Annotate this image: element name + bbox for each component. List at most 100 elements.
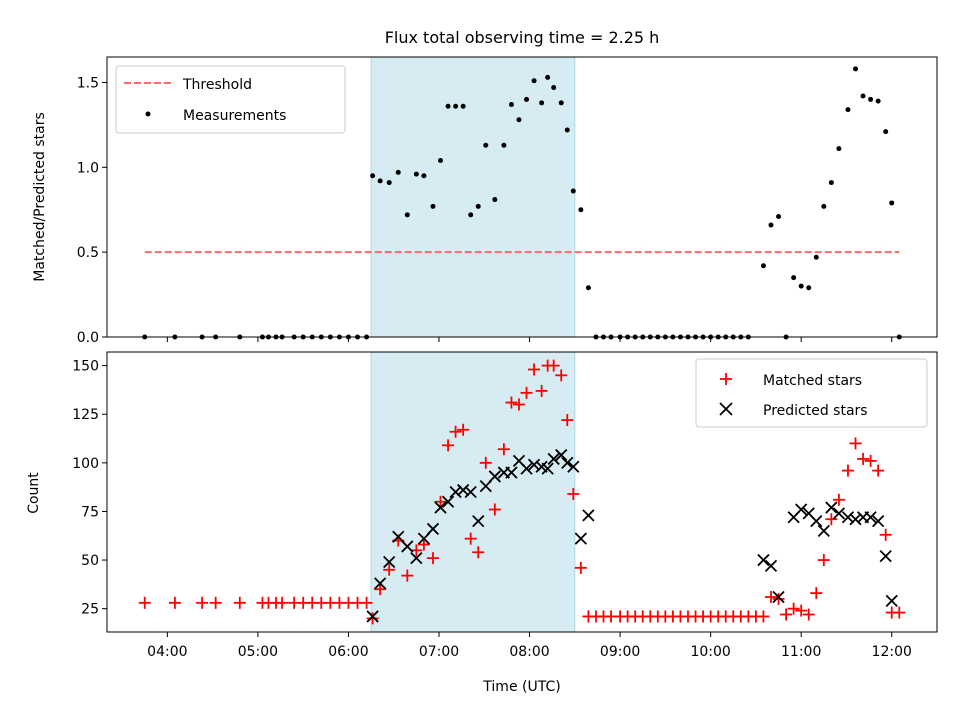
x-tick-label: 10:00 [690, 644, 730, 660]
predicted-point-b [392, 530, 405, 543]
matched-point [464, 532, 477, 545]
predicted-point-b [825, 501, 838, 514]
measurement-point [889, 200, 895, 206]
predicted-point [383, 555, 396, 569]
predicted-point-b [810, 515, 823, 528]
predicted-point [810, 515, 823, 528]
measurements-legend-swatch [145, 111, 151, 117]
measurement-point [570, 188, 576, 194]
predicted-point [464, 485, 477, 499]
predicted-point-b [561, 456, 574, 469]
highlight-span-top [370, 56, 576, 338]
measurement-point [545, 74, 551, 80]
matched-point [512, 398, 525, 411]
matched-point [825, 513, 838, 526]
measurement-point [453, 103, 459, 109]
measurement-point [501, 142, 507, 148]
measurement-point [524, 96, 530, 102]
predicted-point-b [383, 555, 396, 569]
top-y-tick-label: 1.5 [77, 75, 99, 91]
predicted-point [561, 456, 574, 469]
matched-point [893, 606, 906, 619]
matched-point [567, 487, 580, 500]
matched-point [765, 591, 777, 603]
measurement-point [845, 107, 851, 113]
predicted-point [872, 515, 885, 528]
predicted-point [567, 460, 580, 473]
predicted-point-b [574, 532, 587, 545]
predicted-point [879, 550, 892, 563]
predicted-point-b [841, 511, 855, 524]
top-legend-box [115, 65, 346, 134]
measurement-point [791, 275, 797, 281]
predicted-point-b [417, 532, 431, 545]
predicted-point [434, 501, 447, 514]
predicted-point [449, 485, 462, 499]
measurement-point [395, 169, 401, 175]
measurement-point [760, 263, 766, 269]
measurement-point [806, 285, 812, 291]
predicted-point-b [879, 550, 892, 563]
measurement-point [551, 85, 557, 91]
predicted-point-b [757, 553, 770, 567]
predicted-point [401, 540, 414, 553]
predicted-point-b [832, 507, 846, 520]
matched-point [547, 359, 560, 372]
x-tick-label: 11:00 [781, 644, 821, 660]
measurement-point [421, 173, 427, 179]
predicted-point-b [864, 511, 877, 524]
matched-point [879, 528, 892, 541]
matched-point [757, 610, 770, 623]
top-axes-frame [106, 56, 938, 338]
predicted-point-b [541, 462, 554, 475]
measurement-point [516, 117, 522, 123]
measurement-point [404, 212, 410, 218]
matched-point [520, 386, 533, 399]
measurement-point [370, 173, 376, 179]
predicted-point [392, 530, 405, 543]
predicted-point-b [802, 507, 815, 520]
predicted-legend-label: Predicted stars [763, 403, 868, 419]
predicted-point [764, 559, 778, 573]
matched-point [841, 464, 854, 477]
predicted-point [547, 452, 560, 466]
bottom-x-ticks: 04:00 05:00 06:00 07:00 08:00 09:00 10:00 11:00… [147, 632, 912, 660]
bottom-legend-box [695, 358, 928, 428]
bottom-y-tick-label: 50 [81, 553, 99, 569]
top-y-ticks: 0.0 0.5 1.0 1.5 [77, 75, 107, 346]
x-tick-label: 08:00 [509, 644, 549, 660]
measurement-point [468, 212, 474, 218]
predicted-point [520, 462, 533, 475]
measurement-point [492, 197, 498, 203]
measurement-point [821, 203, 827, 209]
measurement-point [413, 171, 419, 177]
measurement-point [430, 203, 436, 209]
matched-point [528, 363, 541, 376]
top-y-tick-label: 0.0 [77, 330, 99, 346]
predicted-point-b [366, 610, 379, 623]
predicted-point [410, 551, 423, 565]
matched-point [795, 604, 808, 617]
matched-point [472, 546, 485, 559]
count-panel: 25 50 75 100 125 150 04:00 05:00 06:00 07:00 08:0… [26, 351, 938, 695]
predicted-point [849, 513, 862, 526]
predicted-point [555, 448, 568, 462]
predicted-point [825, 501, 838, 514]
matched-point [810, 587, 823, 600]
measurement-point [836, 146, 842, 152]
predicted-point [757, 553, 770, 567]
predicted-points [366, 448, 898, 623]
matched-point [360, 596, 373, 609]
chart-title: Flux total observing time = 2.25 h [385, 28, 660, 47]
predicted-point-b [817, 524, 830, 538]
matched-point [383, 563, 396, 576]
measurement-point [377, 178, 383, 184]
predicted-point-b [374, 577, 387, 590]
measurement-point [531, 78, 537, 84]
predicted-point-b [567, 460, 580, 473]
predicted-point-b [885, 594, 898, 608]
x-tick-label: 04:00 [147, 644, 187, 660]
matched-point [417, 538, 430, 551]
measurement-point [776, 214, 782, 220]
